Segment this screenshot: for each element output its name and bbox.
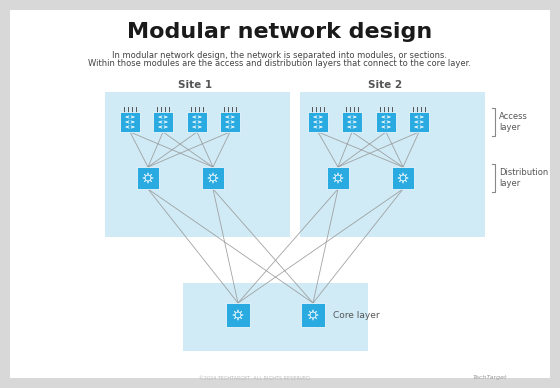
FancyBboxPatch shape	[409, 112, 429, 132]
FancyBboxPatch shape	[187, 112, 207, 132]
FancyBboxPatch shape	[327, 167, 349, 189]
Text: Within those modules are the access and distribution layers that connect to the : Within those modules are the access and …	[88, 59, 472, 69]
FancyBboxPatch shape	[342, 112, 362, 132]
FancyBboxPatch shape	[105, 92, 290, 237]
FancyBboxPatch shape	[301, 303, 325, 327]
FancyBboxPatch shape	[153, 112, 173, 132]
FancyBboxPatch shape	[220, 112, 240, 132]
FancyBboxPatch shape	[137, 167, 159, 189]
Text: Core layer: Core layer	[333, 310, 380, 319]
FancyBboxPatch shape	[376, 112, 396, 132]
Text: Site 2: Site 2	[368, 80, 402, 90]
Text: TechTarget: TechTarget	[473, 374, 507, 379]
FancyBboxPatch shape	[392, 167, 414, 189]
FancyBboxPatch shape	[120, 112, 140, 132]
FancyBboxPatch shape	[202, 167, 224, 189]
FancyBboxPatch shape	[300, 92, 485, 237]
FancyBboxPatch shape	[226, 303, 250, 327]
Text: Distribution
layer: Distribution layer	[499, 168, 548, 189]
FancyBboxPatch shape	[10, 10, 550, 378]
FancyBboxPatch shape	[10, 10, 550, 378]
Text: Site 1: Site 1	[178, 80, 212, 90]
Text: ©2024 TECHTARGET, ALL RIGHTS RESERVED.: ©2024 TECHTARGET, ALL RIGHTS RESERVED.	[199, 376, 311, 381]
FancyBboxPatch shape	[183, 283, 368, 351]
Text: In modular network design, the network is separated into modules, or sections.: In modular network design, the network i…	[113, 50, 447, 59]
FancyBboxPatch shape	[308, 112, 328, 132]
Text: Modular network design: Modular network design	[127, 22, 433, 42]
Text: Access
layer: Access layer	[499, 112, 528, 132]
